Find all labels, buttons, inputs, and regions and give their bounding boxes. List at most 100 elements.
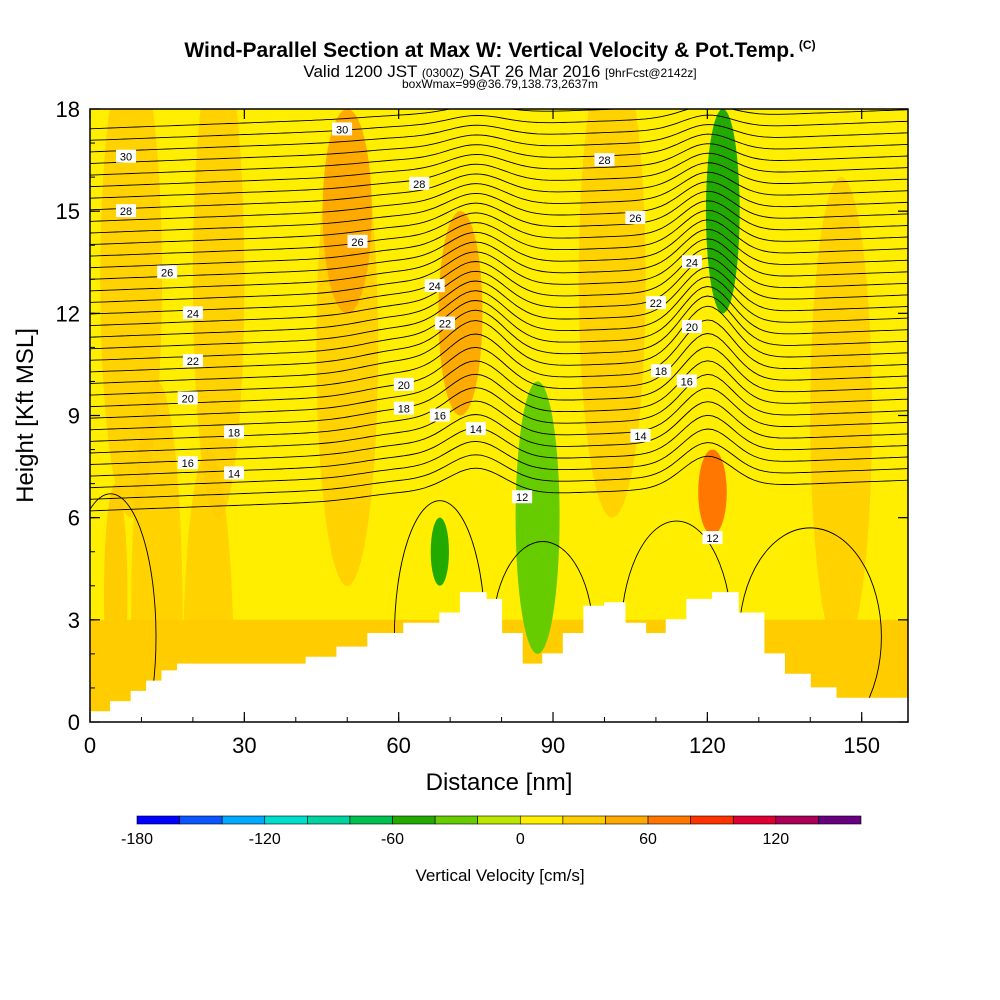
colorbar-swatch bbox=[775, 815, 819, 825]
svg-text:28: 28 bbox=[120, 206, 132, 218]
svg-text:22: 22 bbox=[439, 319, 451, 331]
contour-label: 24 bbox=[681, 255, 702, 269]
y-tick-label: 12 bbox=[56, 301, 80, 326]
svg-text:24: 24 bbox=[187, 308, 199, 320]
isentrope-line bbox=[90, 109, 628, 130]
isentrope-line bbox=[90, 133, 908, 176]
low-level-contour bbox=[90, 493, 157, 722]
isentrope-line bbox=[90, 360, 908, 431]
svg-text:18: 18 bbox=[655, 366, 667, 378]
colorbar-swatch bbox=[221, 815, 266, 825]
isentrope-line bbox=[90, 109, 908, 141]
svg-text:16: 16 bbox=[681, 376, 693, 388]
y-tick-label: 0 bbox=[68, 710, 80, 735]
colorbar-tick-label: 0 bbox=[516, 831, 525, 848]
velocity-region-lee-downdraft-column bbox=[515, 381, 560, 654]
isentrope-line bbox=[90, 200, 908, 257]
y-tick-label: 9 bbox=[68, 404, 80, 429]
velocity-region-upper-updraft-column bbox=[322, 109, 372, 314]
isentrope-line bbox=[90, 209, 908, 269]
isentrope-line bbox=[90, 387, 908, 454]
colorbar-swatch bbox=[392, 815, 436, 825]
contour-label: 22 bbox=[645, 296, 666, 310]
isentrope-line bbox=[90, 428, 908, 489]
contour-label: 12 bbox=[702, 531, 723, 545]
contour-label: 24 bbox=[182, 306, 203, 320]
colorbar-swatch bbox=[264, 815, 308, 825]
isentrope-line bbox=[90, 190, 908, 245]
isentrope-line bbox=[90, 295, 908, 373]
terrain-profile bbox=[89, 592, 909, 723]
svg-text:22: 22 bbox=[650, 298, 662, 310]
y-axis-label: Height [Kft MSL] bbox=[12, 328, 39, 503]
svg-text:24: 24 bbox=[686, 257, 698, 269]
contour-label: 28 bbox=[116, 204, 137, 218]
valid-time: Valid 1200 JST bbox=[303, 62, 418, 81]
contour-label: 16 bbox=[429, 408, 450, 423]
updraft-band bbox=[192, 109, 245, 518]
colorbar-tick-label: 60 bbox=[639, 831, 657, 848]
contour-label: 18 bbox=[224, 425, 245, 440]
svg-text:18: 18 bbox=[398, 404, 410, 416]
contour-label: 18 bbox=[651, 364, 672, 378]
isentrope-line bbox=[90, 257, 908, 327]
axes: 0 30 60 90 120 150 0 3 6 9 12 15 18 Distance [nm] Heig… bbox=[12, 97, 908, 796]
svg-text:24: 24 bbox=[429, 281, 441, 293]
contour-label: 16 bbox=[676, 374, 697, 388]
contour-label: 30 bbox=[116, 149, 137, 164]
colorbar-swatch bbox=[732, 815, 777, 825]
colorbar-swatch bbox=[519, 815, 564, 825]
contour-label: 22 bbox=[182, 354, 203, 368]
svg-text:20: 20 bbox=[182, 393, 194, 405]
velocity-region-ridge-updraft-core bbox=[698, 449, 727, 535]
svg-text:20: 20 bbox=[686, 322, 698, 334]
chart-title: Wind-Parallel Section at Max W: Vertical… bbox=[0, 38, 1000, 63]
y-tick-label: 3 bbox=[68, 608, 80, 633]
colorbar-tick-label: -60 bbox=[381, 831, 404, 848]
box-info: boxWmax=99@36.79,138.73,2637m bbox=[402, 77, 598, 91]
svg-text:20: 20 bbox=[398, 380, 410, 392]
svg-text:26: 26 bbox=[161, 267, 173, 279]
svg-text:30: 30 bbox=[120, 152, 132, 164]
x-tick-label: 150 bbox=[843, 733, 880, 758]
updraft-band bbox=[810, 177, 872, 654]
contour-label: 18 bbox=[393, 401, 414, 416]
svg-text:28: 28 bbox=[413, 179, 425, 191]
contour-label: 12 bbox=[512, 490, 533, 504]
x-tick-label: 90 bbox=[541, 733, 565, 758]
isentrope-line bbox=[90, 333, 908, 408]
colorbar: -180 -120 -60 0 60 120 Vertical Velocity [cm/s… bbox=[121, 815, 862, 885]
contour-label: 22 bbox=[434, 316, 455, 331]
x-axis-label: Distance [nm] bbox=[426, 769, 573, 796]
isentrope-line bbox=[90, 238, 908, 303]
svg-text:16: 16 bbox=[182, 458, 194, 470]
isentrope-line bbox=[90, 442, 908, 500]
isentrope-line bbox=[90, 247, 908, 315]
y-tick-label: 18 bbox=[56, 97, 80, 122]
svg-text:22: 22 bbox=[187, 356, 199, 368]
contour-label: 16 bbox=[177, 456, 198, 470]
contour-label: 24 bbox=[424, 279, 445, 293]
x-tick-label: 120 bbox=[689, 733, 726, 758]
isentrope-line bbox=[90, 305, 908, 384]
svg-text:28: 28 bbox=[598, 155, 610, 167]
isentrope-line bbox=[90, 286, 908, 361]
colorbar-swatch bbox=[690, 815, 734, 825]
isentrope-line bbox=[90, 319, 908, 396]
contour-label: 20 bbox=[681, 319, 702, 334]
terrain bbox=[89, 592, 909, 723]
isentrope-line bbox=[90, 114, 908, 153]
isentrope-line bbox=[90, 143, 908, 188]
contour-label: 26 bbox=[157, 265, 178, 279]
valid-utc: (0300Z) bbox=[421, 66, 464, 80]
colorbar-swatch bbox=[349, 815, 393, 825]
colorbar-swatch bbox=[307, 815, 351, 825]
contour-label: 30 bbox=[332, 122, 353, 136]
velocity-region-left-updraft-column bbox=[104, 483, 128, 705]
contour-label: 20 bbox=[177, 391, 198, 405]
colorbar-swatch bbox=[605, 815, 649, 825]
isentrope-line bbox=[90, 346, 908, 419]
svg-text:26: 26 bbox=[629, 213, 641, 225]
isentrope-line bbox=[90, 276, 908, 350]
x-tick-label: 60 bbox=[386, 733, 410, 758]
